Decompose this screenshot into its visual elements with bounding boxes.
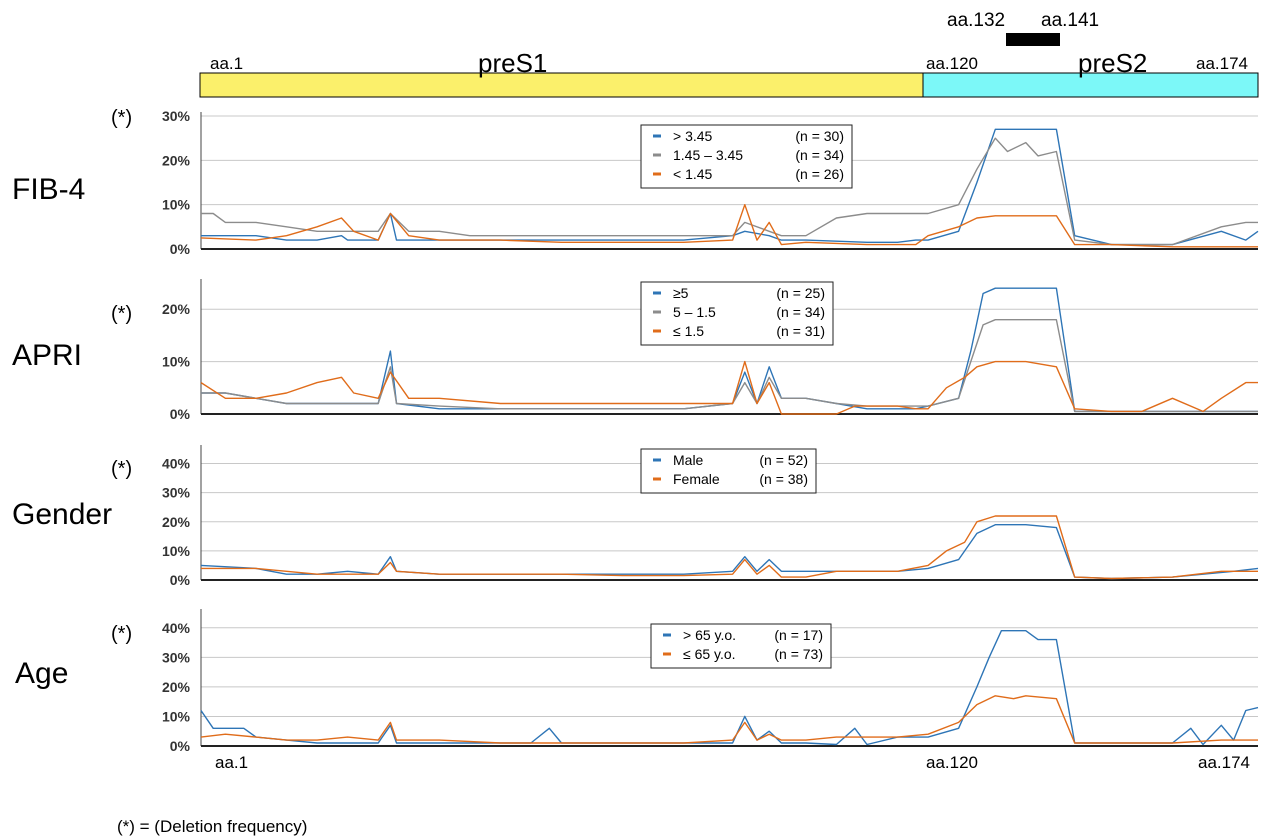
region-label-right: aa.141 <box>1041 10 1099 31</box>
header-aa-mid-label: aa.120 <box>926 54 978 73</box>
legend-entry-name: ≤ 1.5 <box>673 323 704 339</box>
y-tick-label: 40% <box>162 620 191 636</box>
series-line-2 <box>200 204 1258 248</box>
asterisk-label: (*) <box>111 303 132 325</box>
deletion-region-marker <box>1006 33 1060 46</box>
legend-entry-name: < 1.45 <box>673 166 713 182</box>
y-tick-label: 40% <box>162 456 191 472</box>
legend-entry-name: ≤ 65 y.o. <box>683 646 736 662</box>
y-tick-label: 0% <box>170 738 191 754</box>
legend-entry-name: Female <box>673 471 720 487</box>
series-line-1 <box>201 319 1258 413</box>
panel-fib-4: FIB-4 (*) 30% 20% 10% 0% > 3.45 (n = 30) 1.45 – … <box>12 107 1259 257</box>
asterisk-label: (*) <box>111 107 132 129</box>
legend-entry-n: (n = 26) <box>795 166 844 182</box>
legend-entry-n: (n = 25) <box>776 285 825 301</box>
preS1-segment <box>199 72 924 98</box>
legend-entry-n: (n = 34) <box>795 147 844 163</box>
y-tick-label: 30% <box>162 108 191 124</box>
legend: > 65 y.o. (n = 17) ≤ 65 y.o. (n = 73) <box>650 623 832 669</box>
header-aa-end-label: aa.174 <box>1196 54 1248 73</box>
series-line-2 <box>200 360 1258 415</box>
legend: > 3.45 (n = 30) 1.45 – 3.45 (n = 34) < 1.45 (… <box>640 124 853 189</box>
y-tick-label: 20% <box>162 679 191 695</box>
y-tick-label: 10% <box>162 354 191 370</box>
preS2-segment <box>922 72 1259 98</box>
y-tick-label: 0% <box>170 572 191 588</box>
legend-entry-name: > 65 y.o. <box>683 627 736 643</box>
series-line-0 <box>201 128 1259 246</box>
legend-box <box>640 281 834 346</box>
y-tick-label: 20% <box>162 301 191 317</box>
y-tick-label: 20% <box>162 152 191 168</box>
y-tick-label: 10% <box>162 197 191 213</box>
series-line-1 <box>201 137 1258 246</box>
footer: aa.1 aa.120 aa.174 (*) = (Deletion frequ… <box>117 753 1250 836</box>
legend: Male (n = 52) Female (n = 38) <box>640 448 817 494</box>
legend-entry-name: 1.45 – 3.45 <box>673 147 743 163</box>
legend-box <box>650 623 832 669</box>
legend-entry-n: (n = 73) <box>774 646 823 662</box>
footer-aa-end-label: aa.174 <box>1198 753 1250 772</box>
y-tick-label: 30% <box>162 649 191 665</box>
legend-entry-name: Male <box>673 452 704 468</box>
asterisk-label: (*) <box>111 623 132 645</box>
footnote: (*) = (Deletion frequency) <box>117 817 307 836</box>
header: aa.132 aa.141 aa.1 preS1 aa.120 preS2 aa… <box>199 10 1259 98</box>
legend-entry-n: (n = 34) <box>776 304 825 320</box>
asterisk-label: (*) <box>111 458 132 480</box>
series-line-1 <box>200 695 1258 744</box>
legend-entry-name: 5 – 1.5 <box>673 304 716 320</box>
footer-aa-mid-label: aa.120 <box>926 753 978 772</box>
preS2-label: preS2 <box>1078 48 1147 78</box>
y-tick-label: 30% <box>162 485 191 501</box>
panel-age: Age (*) 40% 30% 20% 10% 0% > 65 y.o. (n = 17) ≤ 6… <box>15 609 1259 754</box>
series-line-1 <box>201 515 1258 580</box>
y-tick-label: 10% <box>162 708 191 724</box>
legend-entry-n: (n = 30) <box>795 128 844 144</box>
row-label: APRI <box>12 339 82 372</box>
legend-entry-name: > 3.45 <box>673 128 713 144</box>
y-tick-label: 0% <box>170 241 191 257</box>
preS1-label: preS1 <box>478 48 547 78</box>
legend-box <box>640 448 817 494</box>
footer-aa-start-label: aa.1 <box>215 753 248 772</box>
y-tick-label: 10% <box>162 543 191 559</box>
legend-entry-n: (n = 31) <box>776 323 825 339</box>
series-line-0 <box>200 524 1259 580</box>
row-label: Gender <box>12 498 112 531</box>
legend-entry-name: ≥5 <box>673 285 689 301</box>
legend-entry-n: (n = 17) <box>774 627 823 643</box>
region-label-left: aa.132 <box>947 10 1005 31</box>
row-label: Age <box>15 657 68 690</box>
panel-apri: APRI (*) 20% 10% 0% ≥5 (n = 25) 5 – 1.5 (n = 34)… <box>12 279 1258 422</box>
chart-panels: FIB-4 (*) 30% 20% 10% 0% > 3.45 (n = 30) 1.45 – … <box>12 107 1259 754</box>
legend: ≥5 (n = 25) 5 – 1.5 (n = 34) ≤ 1.5 (n = 31) <box>640 281 834 346</box>
y-tick-label: 20% <box>162 514 191 530</box>
panel-gender: Gender (*) 40% 30% 20% 10% 0% Male (n = 52) Femal… <box>12 445 1259 588</box>
header-aa-start-label: aa.1 <box>210 54 243 73</box>
legend-entry-n: (n = 38) <box>759 471 808 487</box>
legend-entry-n: (n = 52) <box>759 452 808 468</box>
row-label: FIB-4 <box>12 173 85 206</box>
legend-box <box>640 124 853 189</box>
y-tick-label: 0% <box>170 406 191 422</box>
